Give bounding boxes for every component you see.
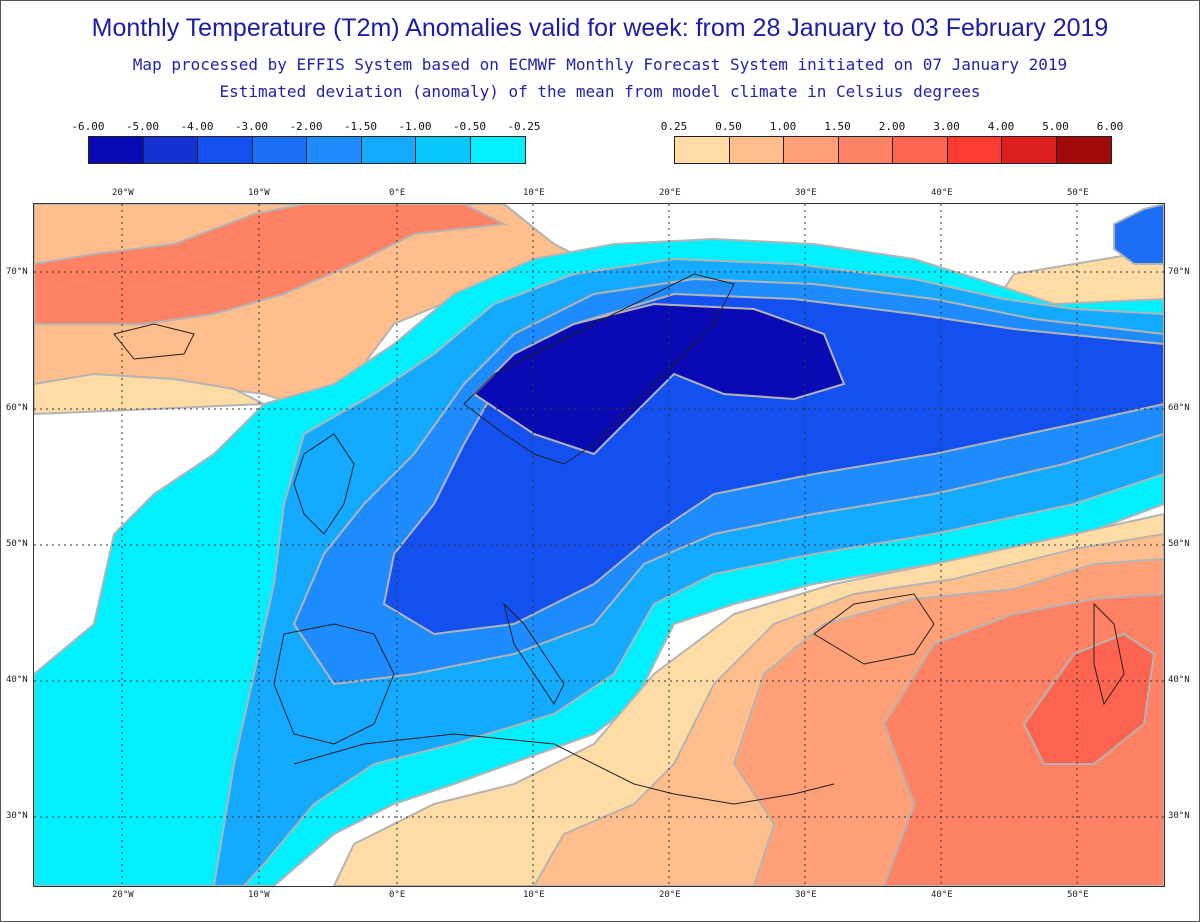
graticule — [34, 204, 1164, 886]
legend-warm-bar — [674, 136, 1112, 164]
legend_warm-label: 0.25 — [660, 120, 688, 133]
legend_cold-swatch — [198, 137, 253, 163]
legend-cold-bar — [88, 136, 526, 164]
coastline-iceland — [113, 323, 195, 360]
legend_warm-swatch — [838, 137, 893, 163]
legend_cold-label: -3.00 — [234, 120, 269, 133]
legend_cold-label: -2.00 — [289, 120, 323, 133]
lon-bottom-30e: 30°E — [795, 890, 817, 900]
lat-right-30n: 30°N — [1168, 811, 1190, 821]
legend_cold-swatch — [470, 137, 525, 163]
legend_warm-swatch — [1056, 137, 1111, 163]
lon-top-20w: 20°W — [112, 188, 134, 198]
legend_warm-label: 3.00 — [933, 120, 960, 133]
legend_cold-swatch — [416, 137, 471, 163]
warm-region-north-atlantic-inner — [34, 204, 508, 325]
lon-bottom-50e: 50°E — [1067, 890, 1089, 900]
lon-top-50e: 50°E — [1067, 188, 1089, 198]
lon-bottom-10e: 10°E — [523, 890, 545, 900]
legend_cold-swatch — [361, 137, 416, 163]
lon-top-20e: 20°E — [659, 188, 681, 198]
coastline-british-isles — [293, 433, 355, 535]
legend_cold-label: -0.25 — [507, 120, 541, 133]
legend_warm-swatch — [1002, 137, 1057, 163]
lat-left-30n: 30°N — [6, 811, 28, 821]
lat-right-60n: 60°N — [1168, 403, 1190, 413]
legend_warm-label: 5.00 — [1042, 120, 1069, 133]
coastline-italy — [503, 602, 565, 705]
map-title: Monthly Temperature (T2m) Anomalies vali… — [91, 14, 1109, 42]
lon-top-10e: 10°E — [523, 188, 545, 198]
legend_cold-label: -6.00 — [71, 120, 105, 133]
lon-bottom-0: 0°E — [389, 890, 406, 900]
lon-bottom-40e: 40°E — [931, 890, 953, 900]
legend_cold-label: -5.00 — [125, 120, 160, 133]
coastline-north-africa — [293, 733, 835, 805]
lat-left-40n: 40°N — [6, 675, 28, 685]
legend_warm-swatch — [893, 137, 948, 163]
warm-region-iceland-edge — [34, 372, 268, 416]
legend_warm-swatch — [947, 137, 1002, 163]
lon-top-40e: 40°E — [931, 188, 953, 198]
map-subtitle-source: Map processed by EFFIS System based on E… — [132, 55, 1068, 74]
legend-warm-labels: 0.25 0.50 1.00 1.50 2.00 3.00 4.00 5.00 6.00 — [658, 120, 1128, 136]
lat-right-50n: 50°N — [1168, 539, 1190, 549]
legend-warm-scale: 0.25 0.50 1.00 1.50 2.00 3.00 4.00 5.00 6.00 — [658, 120, 1128, 166]
lon-top-10w: 10°W — [248, 188, 270, 198]
lon-top-30e: 30°E — [795, 188, 817, 198]
coastline-scandinavia — [463, 273, 735, 465]
legend_warm-label: 2.00 — [878, 120, 906, 133]
lat-left-60n: 60°N — [6, 403, 28, 413]
coastline-caspian — [1093, 602, 1125, 706]
coastline-iberia — [273, 623, 395, 745]
lat-right-70n: 70°N — [1168, 267, 1190, 277]
legend_warm-label: 1.00 — [769, 120, 797, 133]
legend-cold-scale: -6.00 -5.00 -4.00 -3.00 -2.00 -1.50 -1.00 -0.50… — [71, 120, 541, 166]
legend_cold-swatch — [252, 137, 307, 163]
legend_cold-label: -4.00 — [180, 120, 214, 133]
lat-left-70n: 70°N — [6, 267, 28, 277]
legend_cold-label: -0.50 — [452, 120, 487, 133]
legend_cold-label: -1.00 — [398, 120, 432, 133]
legend_warm-label: 0.50 — [715, 120, 742, 133]
legend_warm-label: 1.50 — [824, 120, 851, 133]
legend_warm-label: 4.00 — [987, 120, 1015, 133]
legend-cold-labels: -6.00 -5.00 -4.00 -3.00 -2.00 -1.50 -1.00 -0.50… — [71, 120, 540, 136]
map-subtitle-units: Estimated deviation (anomaly) of the mea… — [219, 82, 981, 101]
anomaly-map-canvas — [34, 204, 1164, 886]
legend_warm-label: 6.00 — [1096, 120, 1124, 133]
lon-bottom-20w: 20°W — [112, 890, 134, 900]
legend_cold-swatch — [89, 137, 144, 163]
coastlines — [113, 273, 1125, 805]
coastline-black-sea — [813, 593, 935, 665]
legend_cold-label: -1.50 — [343, 120, 378, 133]
legend_warm-swatch — [729, 137, 784, 163]
lon-bottom-20e: 20°E — [659, 890, 681, 900]
legend_cold-swatch — [143, 137, 198, 163]
anomaly-map[interactable] — [34, 204, 1164, 886]
legend_warm-swatch — [675, 137, 730, 163]
lon-top-0: 0°E — [389, 188, 406, 198]
legend_cold-swatch — [307, 137, 362, 163]
lon-bottom-10w: 10°W — [248, 890, 270, 900]
lat-right-40n: 40°N — [1168, 675, 1190, 685]
cold-region-arctic-patch — [1113, 204, 1164, 265]
legend_warm-swatch — [784, 137, 839, 163]
lat-left-50n: 50°N — [6, 539, 28, 549]
warm-region-south-core — [1022, 632, 1156, 765]
